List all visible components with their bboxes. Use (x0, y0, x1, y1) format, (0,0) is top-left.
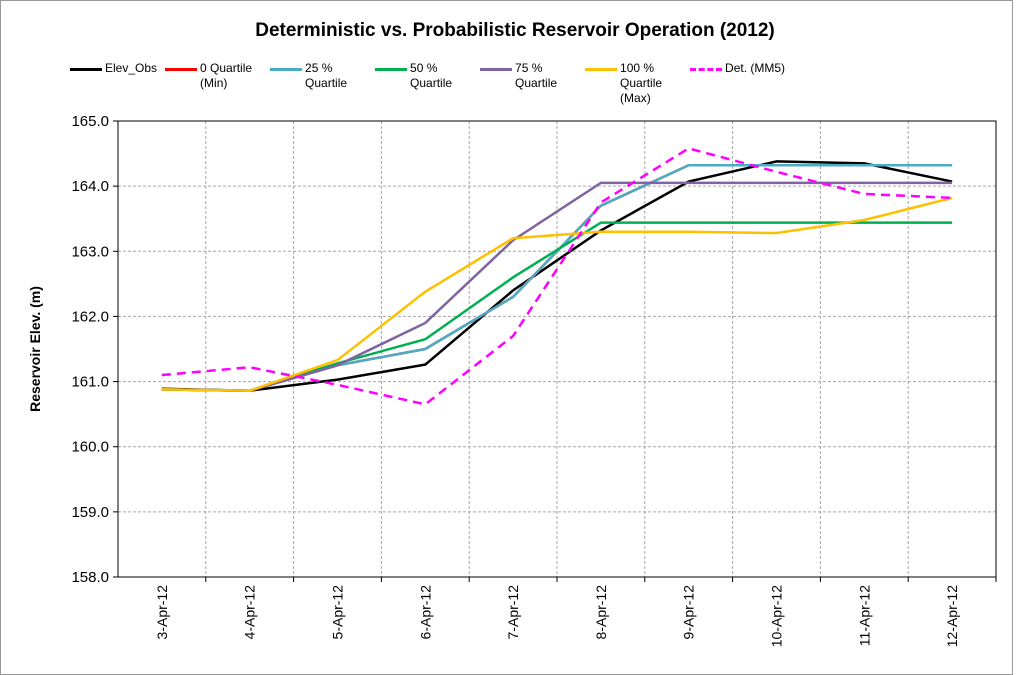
legend-label: Det. (MM5) (725, 61, 786, 75)
chart-title: Deterministic vs. Probabilistic Reservoi… (255, 20, 775, 41)
legend-item: Elev_Obs (70, 61, 157, 106)
series-line (161, 160, 953, 392)
legend-swatch (690, 68, 723, 71)
y-tick-label: 163.0 (71, 243, 109, 260)
y-tick-label: 159.0 (71, 504, 109, 521)
legend-item: 0 Quartile (Min) (165, 61, 262, 106)
legend-swatch (270, 68, 303, 71)
y-tick-label: 164.0 (71, 178, 109, 195)
legend-label: 0 Quartile (Min) (200, 61, 253, 90)
legend-item: 25 % Quartile (270, 61, 367, 106)
legend-item: Det. (MM5) (690, 61, 785, 106)
x-tick-label: 4-Apr-12 (242, 585, 258, 640)
x-tick-label: 8-Apr-12 (593, 585, 609, 640)
x-tick-label: 5-Apr-12 (330, 585, 346, 640)
series-line (161, 181, 953, 392)
y-tick-label: 165.0 (71, 113, 109, 130)
y-axis-title: Reservoir Elev. (m) (27, 286, 43, 412)
x-tick-label: 6-Apr-12 (417, 585, 433, 640)
legend-label: 50 % Quartile (410, 61, 453, 90)
legend-swatch (165, 68, 198, 71)
legend-swatch (375, 68, 408, 71)
legend-item: 75 % Quartile (480, 61, 577, 106)
x-tick-label: 10-Apr-12 (769, 585, 785, 647)
y-tick-label: 162.0 (71, 308, 109, 325)
legend-label: 100 % Quartile (Max) (620, 61, 663, 105)
x-tick-label: 7-Apr-12 (505, 585, 521, 640)
legend-item: 100 % Quartile (Max) (585, 61, 682, 106)
legend: Elev_Obs 0 Quartile (Min) 25 % Quartile 50 … (70, 61, 793, 106)
legend-swatch (70, 68, 102, 71)
series-line (161, 147, 953, 406)
legend-swatch (585, 68, 618, 71)
legend-swatch (480, 68, 513, 71)
legend-label: 25 % Quartile (305, 61, 348, 90)
legend-label: Elev_Obs (105, 61, 158, 75)
x-tick-label: 9-Apr-12 (681, 585, 697, 640)
legend-item: 50 % Quartile (375, 61, 472, 106)
series-line (161, 196, 953, 392)
y-tick-label: 158.0 (71, 569, 109, 586)
x-tick-label: 11-Apr-12 (856, 585, 872, 646)
x-tick-label: 3-Apr-12 (154, 585, 170, 640)
plot-border (117, 120, 997, 578)
y-tick-label: 160.0 (71, 439, 109, 456)
legend-label: 75 % Quartile (515, 61, 558, 90)
x-tick-label: 12-Apr-12 (944, 585, 960, 647)
y-tick-label: 161.0 (71, 374, 109, 391)
